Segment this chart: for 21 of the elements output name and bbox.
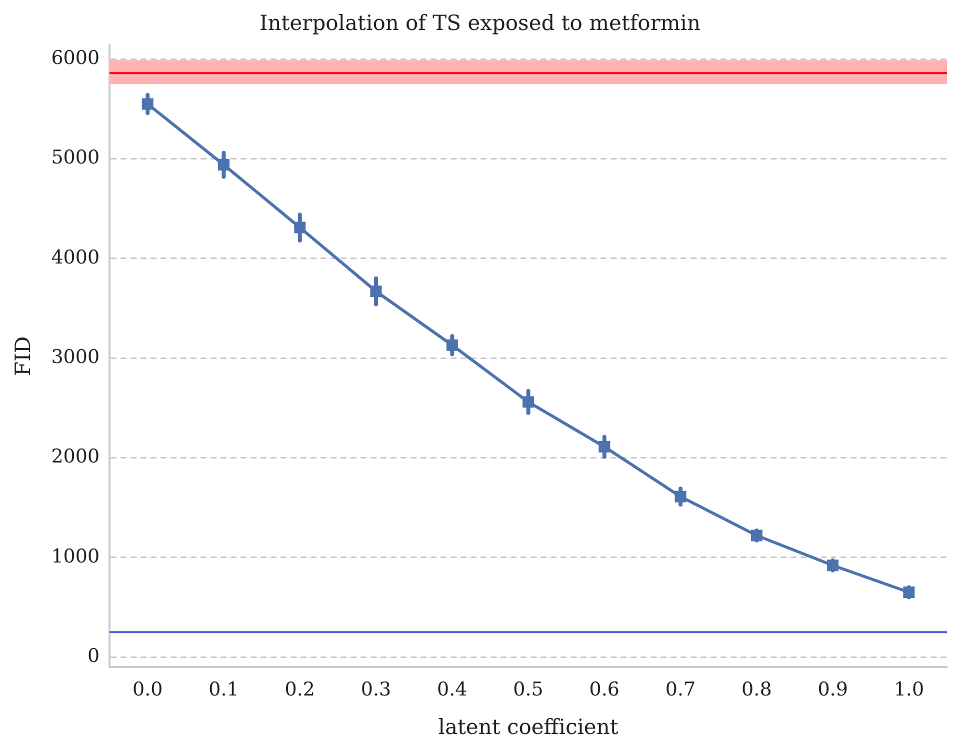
y-axis-title: FID	[11, 336, 36, 376]
y-tick-label: 0	[87, 644, 100, 667]
chart-title: Interpolation of TS exposed to metformin	[259, 11, 701, 36]
y-tick-label: 1000	[51, 545, 100, 568]
x-tick-label: 0.6	[589, 678, 620, 700]
x-tick-label: 0.3	[360, 678, 392, 700]
y-tick-label: 3000	[51, 346, 100, 368]
x-tick-label: 0.4	[437, 678, 468, 700]
y-tick-label: 5000	[51, 146, 100, 169]
x-tick-label: 0.0	[132, 678, 163, 700]
x-axis-title: latent coefficient	[438, 714, 619, 739]
y-tick-label: 2000	[51, 446, 100, 468]
x-tick-label: 0.8	[742, 678, 772, 700]
x-tick-label: 0.1	[208, 678, 239, 700]
x-tick-label: 0.2	[284, 678, 315, 700]
y-tick-label: 4000	[51, 246, 100, 268]
x-tick-label: 0.9	[818, 678, 848, 700]
x-tick-label: 0.5	[513, 678, 544, 700]
x-tick-label: 0.7	[665, 678, 696, 700]
y-tick-label: 6000	[51, 47, 100, 70]
x-tick-label: 1.0	[894, 678, 924, 700]
